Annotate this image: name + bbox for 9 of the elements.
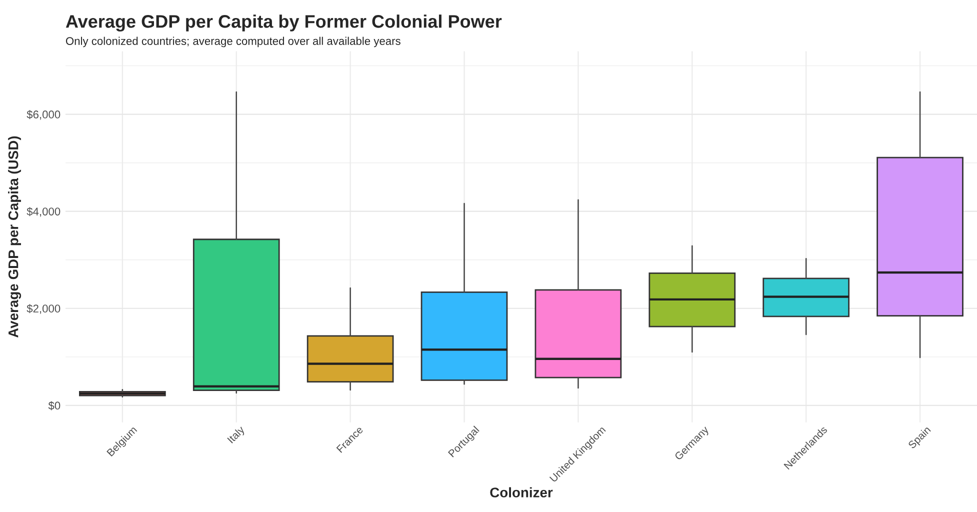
y-tick-label: $6,000 — [26, 110, 60, 120]
y-tick-label: $4,000 — [26, 207, 60, 217]
x-tick-label: Italy — [226, 425, 247, 445]
y-tick-label: $0 — [48, 401, 60, 410]
x-axis-title: Colonizer — [490, 487, 553, 498]
y-tick-label: $2,000 — [26, 304, 60, 314]
chart-title: Average GDP per Capita by Former Colonial Power — [66, 14, 502, 32]
y-axis-title: Average GDP per Capita (USD) — [8, 136, 22, 338]
chart-subtitle: Only colonized countries; average computed over all available years — [66, 36, 400, 48]
